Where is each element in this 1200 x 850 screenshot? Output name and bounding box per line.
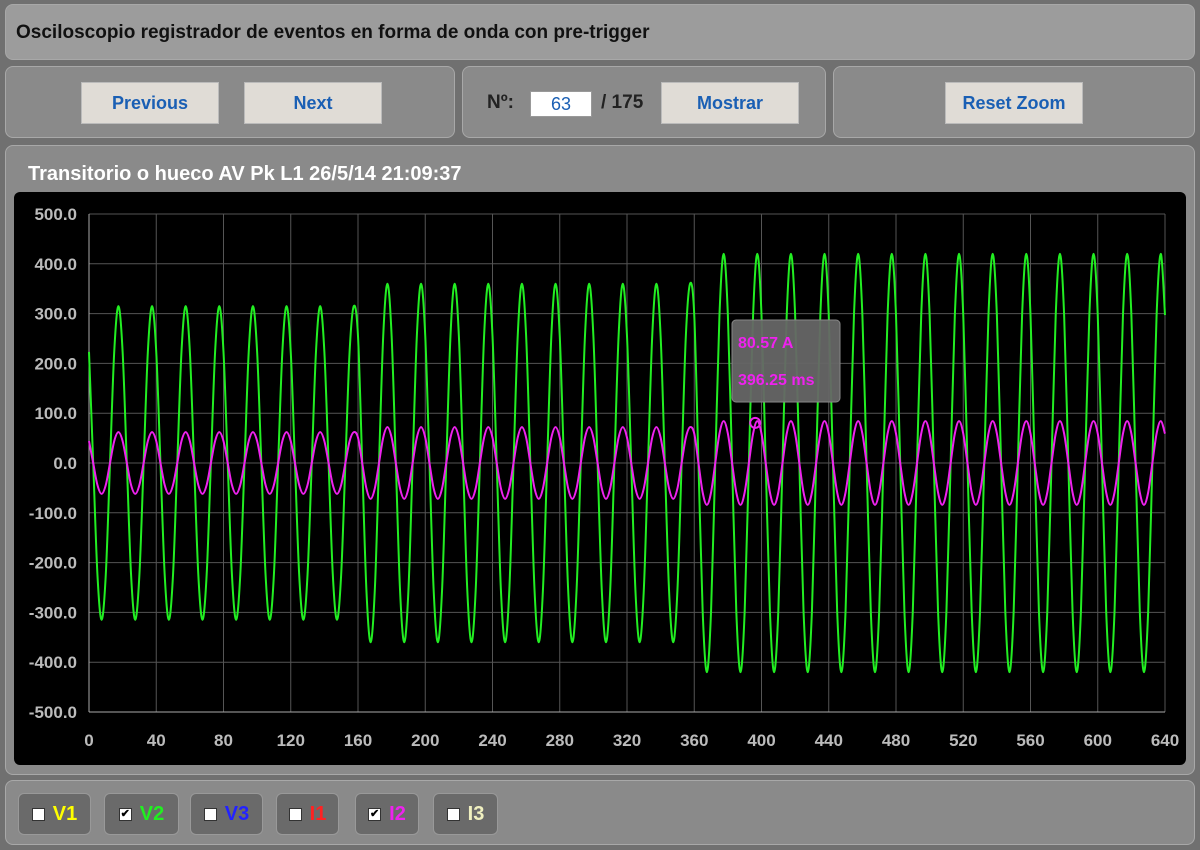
x-tick-label: 520	[949, 731, 977, 750]
x-tick-label: 0	[84, 731, 93, 750]
tooltip-time: 396.25 ms	[738, 372, 815, 389]
reset-zoom-button[interactable]: Reset Zoom	[945, 82, 1083, 124]
chart: -500.0 -400.0 -300.0 -200.0 -100.0 0.0 100.0 20…	[14, 192, 1186, 765]
number-label: Nº:	[487, 92, 514, 113]
checkbox[interactable]	[31, 807, 45, 821]
header-title: Osciloscopio registrador de eventos en f…	[16, 22, 650, 43]
legend: V1 ✔ V2 V3 I1 ✔ I2 I3	[5, 780, 1195, 845]
y-tick-label: 300.0	[34, 305, 77, 324]
chart-title: Transitorio o hueco AV Pk L1 26/5/14 21:…	[28, 163, 462, 185]
x-tick-label: 280	[546, 731, 574, 750]
x-tick-label: 320	[613, 731, 641, 750]
next-button[interactable]: Next	[244, 82, 382, 124]
legend-item[interactable]: I1	[276, 793, 339, 835]
legend-item[interactable]: I3	[433, 793, 498, 835]
x-tick-label: 200	[411, 731, 439, 750]
x-tick-label: 400	[747, 731, 775, 750]
x-tick-label: 120	[277, 731, 305, 750]
checkbox[interactable]	[288, 807, 302, 821]
checkbox[interactable]: ✔	[118, 807, 132, 821]
y-tick-label: -300.0	[29, 603, 77, 622]
legend-label: I3	[467, 802, 485, 825]
series-line	[88, 420, 1166, 506]
show-button[interactable]: Mostrar	[661, 82, 799, 124]
y-tick-label: -100.0	[29, 504, 77, 523]
series-line	[88, 252, 1166, 674]
total-label: / 175	[601, 92, 644, 113]
x-tick-label: 240	[478, 731, 506, 750]
x-tick-label: 480	[882, 731, 910, 750]
hover-marker	[749, 416, 762, 429]
legend-label: I1	[309, 802, 327, 825]
nav-panel: Previous Next	[5, 66, 455, 138]
tooltip-box	[731, 319, 841, 403]
checkbox[interactable]	[203, 807, 217, 821]
previous-button[interactable]: Previous	[81, 82, 219, 124]
number-panel: Nº: 63 / 175 Mostrar	[462, 66, 826, 138]
x-tick-label: 80	[214, 731, 233, 750]
y-tick-label: -500.0	[29, 703, 77, 722]
x-tick-label: 640	[1151, 731, 1179, 750]
y-tick-label: 0.0	[53, 454, 77, 473]
x-tick-label: 360	[680, 731, 708, 750]
x-tick-label: 440	[815, 731, 843, 750]
y-tick-label: 400.0	[34, 255, 77, 274]
legend-item[interactable]: ✔ V2	[104, 793, 179, 835]
tooltip-value: 80.57 A	[738, 335, 794, 352]
x-tick-label: 40	[147, 731, 166, 750]
zoom-panel: Reset Zoom	[833, 66, 1195, 138]
legend-label: I2	[389, 802, 406, 825]
legend-item[interactable]: V3	[190, 793, 263, 835]
y-tick-label: -400.0	[29, 653, 77, 672]
x-tick-label: 160	[344, 731, 372, 750]
legend-label: V1	[52, 802, 78, 825]
y-tick-label: -200.0	[29, 554, 77, 573]
y-tick-label: 500.0	[34, 205, 77, 224]
checkbox[interactable]: ✔	[368, 807, 382, 821]
header: Osciloscopio registrador de eventos en f…	[5, 4, 1195, 60]
x-tick-label: 600	[1084, 731, 1112, 750]
legend-item[interactable]: V1	[18, 793, 91, 835]
y-tick-label: 200.0	[34, 354, 77, 373]
y-tick-label: 100.0	[34, 404, 77, 423]
legend-label: V3	[224, 802, 250, 825]
legend-item[interactable]: ✔ I2	[355, 793, 419, 835]
legend-label: V2	[139, 802, 165, 825]
x-tick-label: 560	[1016, 731, 1044, 750]
checkbox[interactable]	[446, 807, 460, 821]
number-input[interactable]: 63	[530, 91, 592, 117]
